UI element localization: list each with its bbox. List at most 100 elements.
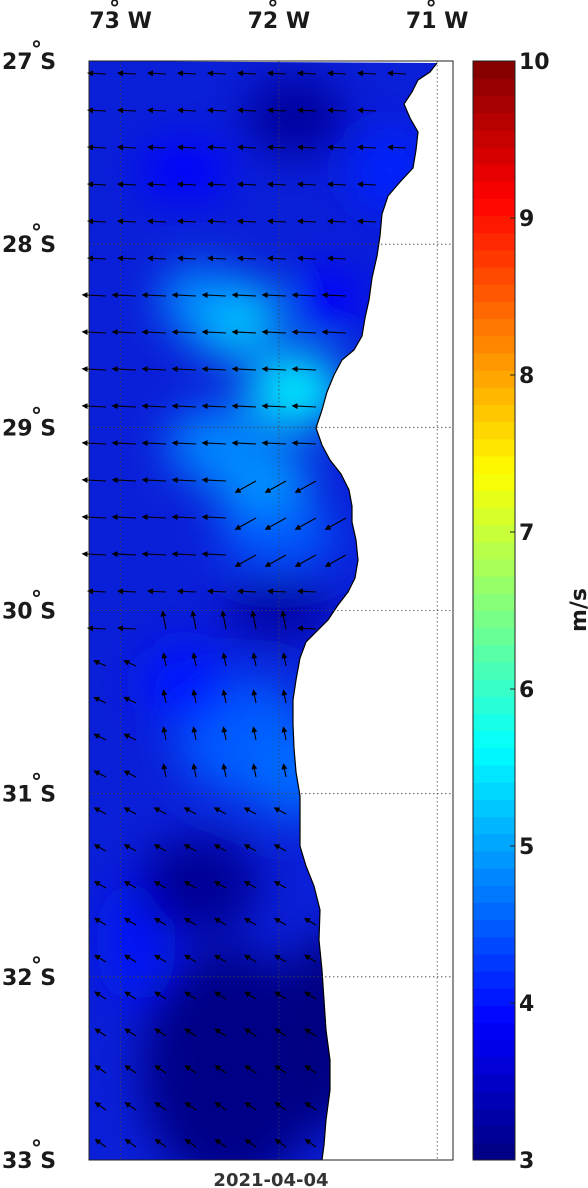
lon-label: 72 W xyxy=(248,9,311,34)
wind-vector xyxy=(234,517,257,530)
wind-vector xyxy=(117,70,137,77)
wind-vector xyxy=(171,403,197,410)
wind-vector xyxy=(154,954,167,963)
colorbar-band xyxy=(473,1005,515,1024)
wind-vector xyxy=(117,107,137,114)
colorbar-band xyxy=(473,1108,515,1127)
wind-vector xyxy=(250,610,257,630)
colorbar-band xyxy=(473,284,515,302)
wind-vector xyxy=(81,292,107,299)
wind-vector xyxy=(237,70,257,77)
lon-label: 71 W xyxy=(406,9,469,34)
colorbar-band xyxy=(473,902,515,921)
wind-vector xyxy=(274,1028,287,1037)
wind-vector xyxy=(161,689,168,704)
wind-vector xyxy=(124,1028,137,1037)
wind-vector xyxy=(304,954,317,963)
colorbar-band xyxy=(473,404,515,423)
wind-vector xyxy=(264,554,287,567)
wind-vector xyxy=(327,255,347,262)
wind-vector xyxy=(153,881,167,889)
wind-vector xyxy=(177,218,197,225)
wind-vector xyxy=(244,991,257,1000)
speed-blob xyxy=(138,643,229,724)
wind-vector xyxy=(207,144,227,151)
colorbar-bands xyxy=(473,61,515,1161)
wind-vector xyxy=(251,763,258,778)
colorbar-band xyxy=(473,473,515,491)
colorbar-band xyxy=(473,833,515,852)
wind-vector xyxy=(141,514,167,521)
colorbar-band xyxy=(473,318,515,337)
lat-label: 32 S xyxy=(2,966,56,991)
wind-vector xyxy=(161,726,168,741)
wind-vector xyxy=(231,403,257,410)
wind-vector xyxy=(171,477,197,484)
wind-vector xyxy=(267,70,287,77)
wind-vector xyxy=(304,991,317,1000)
wind-vector xyxy=(207,181,227,188)
degree-symbol: ° xyxy=(267,0,278,22)
map-frame xyxy=(88,60,454,1161)
colorbar-band xyxy=(473,387,515,405)
colorbar-tick-label: 9 xyxy=(519,207,534,232)
colorbar-tick-label: 7 xyxy=(519,521,534,546)
wind-vector xyxy=(291,440,317,447)
wind-vector xyxy=(213,917,227,926)
colorbar-band xyxy=(473,78,515,96)
wind-vector xyxy=(183,881,197,889)
wind-vector xyxy=(207,107,227,114)
colorbar-band xyxy=(473,696,515,715)
colorbar-ticks: 3 4 5 6 7 8 9 10 xyxy=(510,50,550,1174)
wind-vector xyxy=(123,659,137,667)
wind-vector xyxy=(111,514,137,521)
colorbar-band xyxy=(473,249,515,268)
wind-vector xyxy=(221,652,228,667)
wind-vector xyxy=(81,514,107,521)
wind-vector xyxy=(281,763,288,778)
wind-vector xyxy=(154,1065,167,1074)
colorbar-band xyxy=(473,644,515,663)
colorbar-band xyxy=(473,198,515,217)
speed-blob xyxy=(141,948,322,1160)
wind-vector xyxy=(177,588,197,595)
wind-vector xyxy=(154,1028,167,1037)
degree-symbol: ° xyxy=(31,221,42,246)
colorbar-band xyxy=(473,1022,515,1041)
colorbar-band xyxy=(473,610,515,629)
wind-vector xyxy=(304,1102,317,1111)
wind-vector xyxy=(294,480,317,493)
wind-vector xyxy=(183,807,197,815)
wind-vector xyxy=(297,107,317,114)
colorbar-band xyxy=(473,936,515,955)
wind-vector xyxy=(123,807,137,815)
wind-vector xyxy=(231,366,257,373)
wind-vector xyxy=(244,1028,257,1037)
lon-label: 73 W xyxy=(89,9,152,34)
wind-vector xyxy=(261,329,287,336)
wind-vector xyxy=(234,554,257,567)
wind-vector xyxy=(220,610,227,630)
wind-vector xyxy=(81,477,107,484)
wind-vector xyxy=(214,1065,227,1074)
wind-vector xyxy=(273,807,287,815)
date-label: 2021-04-04 xyxy=(213,1170,328,1188)
wind-vector xyxy=(94,991,107,1000)
wind-vector xyxy=(297,625,317,632)
lat-label: 28 S xyxy=(2,233,56,258)
wind-vector xyxy=(117,218,137,225)
wind-vector xyxy=(321,329,347,336)
lat-label: 31 S xyxy=(2,783,56,808)
wind-vector xyxy=(251,652,258,667)
speed-blob xyxy=(244,75,345,156)
wind-vector xyxy=(267,218,287,225)
colorbar-tick-label: 10 xyxy=(519,50,550,75)
colorbar-tick-label: 8 xyxy=(519,364,534,389)
colorbar-band xyxy=(473,421,515,440)
wind-vector xyxy=(231,440,257,447)
wind-vector xyxy=(94,1065,107,1074)
speed-blob xyxy=(167,407,264,484)
wind-vector xyxy=(357,70,377,77)
wind-vector xyxy=(327,70,347,77)
